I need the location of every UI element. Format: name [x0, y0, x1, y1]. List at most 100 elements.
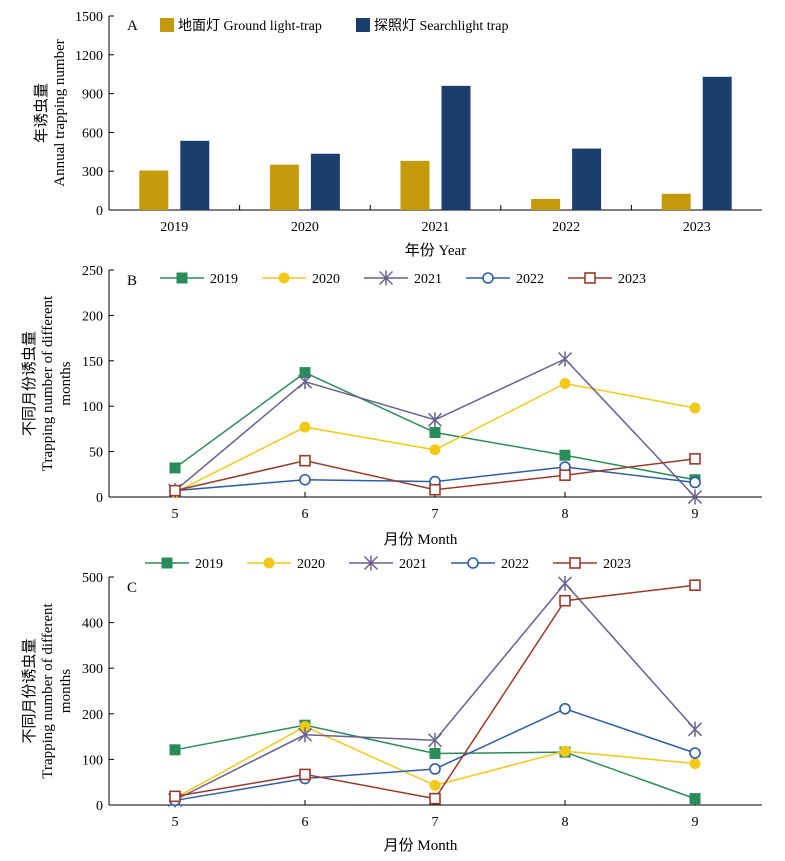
panel-c-ytick-label: 500	[82, 571, 103, 586]
panel-c-point-2020-8-shape	[559, 745, 571, 757]
panel-c-xtick-label: 6	[302, 815, 309, 830]
panel-c-legend-marker-2022	[467, 557, 479, 569]
panel-b-xtick-label: 5	[172, 507, 179, 522]
panel-b-point-2021-8-shape	[557, 351, 573, 367]
panel-c-ytick-label: 200	[82, 708, 103, 723]
panel-b-point-2023-6-shape	[299, 454, 311, 467]
panel-c-point-2020-6	[299, 721, 311, 733]
panel-b-point-2020-7	[429, 444, 441, 456]
panel-b-xtick-label: 8	[562, 507, 569, 522]
panel-c-point-2020-8	[559, 745, 571, 757]
panel-a-xtick-label: 2019	[160, 220, 188, 235]
bar-searchlight-2019	[180, 140, 210, 210]
bar-ground-2019	[139, 170, 169, 210]
panel-b-ytick-label: 100	[82, 400, 103, 415]
panel-c-point-2022-9	[689, 747, 701, 759]
panel-b-legend-marker-2021	[378, 270, 394, 286]
panel-c-legend-marker-2020	[263, 557, 275, 569]
panel-c-legend-marker-2019	[161, 557, 173, 569]
panel-b-legend-label-2019: 2019	[210, 272, 238, 287]
panel-b-point-2023-7	[429, 483, 441, 496]
panel-c-point-2019-9-shape	[689, 793, 701, 805]
panel-b-label: B	[127, 273, 137, 289]
panel-c-legend-marker-2023-shape	[569, 557, 581, 569]
panel-b-legend-marker-2020-shape	[278, 272, 290, 284]
panel-c-point-2023-6	[299, 768, 311, 781]
bar-searchlight-2023	[702, 76, 732, 210]
panel-b-point-2023-8-shape	[559, 469, 571, 482]
panel-a-ytick-label: 900	[82, 88, 103, 103]
panel-b-point-2019-7	[429, 427, 441, 439]
panel-c-legend-label-2020: 2020	[297, 557, 325, 572]
bar-ground-2021	[400, 160, 430, 210]
bar-ground-2020	[269, 164, 299, 210]
panel-c-legend-marker-2021-shape	[363, 555, 379, 571]
panel-b-y-axis-title-zh: 不同月份诱虫量	[21, 331, 38, 436]
panel-b-point-2021-6-shape	[297, 374, 313, 390]
panel-c-y-axis-title-en: Trapping number of different	[40, 602, 56, 778]
panel-b-point-2022-6-shape	[299, 473, 311, 486]
panel-c-point-2022-9-shape	[689, 747, 701, 759]
panel-c-point-2021-8-shape	[557, 575, 573, 591]
panel-b-legend-marker-2019	[176, 272, 188, 284]
panel-c-point-2023-7	[429, 792, 441, 805]
panel-b-point-2019-8	[559, 449, 571, 461]
panel-b-ytick-label: 250	[82, 264, 103, 279]
panel-b-point-2020-6	[299, 421, 311, 433]
panel-b-point-2019-6-shape	[299, 367, 311, 379]
panel-c-point-2019-5-shape	[169, 744, 181, 756]
panel-b-legend-marker-2023	[584, 272, 596, 284]
panel-b-point-2019-7-shape	[429, 427, 441, 439]
bar-searchlight-2022	[572, 148, 602, 210]
panel-c-point-2023-5	[169, 790, 181, 803]
panel-c-y-axis-title-zh: 不同月份诱虫量	[21, 638, 38, 743]
panel-c-point-2023-8-shape	[559, 594, 571, 607]
panel-b-legend-marker-2020	[278, 272, 290, 284]
panel-c-legend-label-2022: 2022	[501, 557, 529, 572]
panel-a-y-axis-title-en: Annual trapping number	[52, 39, 68, 186]
panel-c-point-2023-7-shape	[429, 792, 441, 805]
panel-b-legend-marker-2022-shape	[482, 272, 494, 284]
panel-b-point-2019-6	[299, 367, 311, 379]
panel-c-point-2021-8	[557, 575, 573, 591]
legend-swatch-searchlight	[356, 18, 370, 32]
panel-b-x-axis-title: 月份 Month	[384, 531, 458, 548]
panel-c-ytick-label: 300	[82, 662, 103, 677]
legend-label-ground: 地面灯 Ground light-trap	[178, 18, 322, 34]
panel-c-point-2022-8-shape	[559, 702, 571, 715]
panel-c-xtick-label: 7	[432, 815, 439, 830]
bar-ground-2022	[531, 199, 561, 210]
panel-b-legend-label-2022: 2022	[516, 272, 544, 287]
panel-c-legend-label-2021: 2021	[399, 557, 427, 572]
bar-searchlight-2020	[310, 153, 340, 210]
panel-a-xtick-label: 2022	[552, 220, 580, 235]
panel-b-point-2019-8-shape	[559, 449, 571, 461]
panel-b-point-2023-5-shape	[169, 484, 181, 497]
panel-a-ytick-label: 1200	[75, 49, 103, 64]
panel-c-point-2019-5	[169, 744, 181, 756]
panel-b-legend-marker-2022	[482, 272, 494, 284]
panel-a-xtick-label: 2023	[683, 220, 711, 235]
panel-c-y-axis-title: 不同月份诱虫量 Trapping number of different month…	[21, 602, 74, 778]
panel-b-legend-label-2021: 2021	[414, 272, 442, 287]
panel-b-point-2021-7-shape	[427, 412, 443, 428]
panel-b-point-2021-9	[687, 489, 703, 505]
panel-b-y-axis-title-en: Trapping number of different	[40, 295, 56, 471]
panel-b-xtick-label: 6	[302, 507, 309, 522]
panel-b-point-2022-6	[299, 473, 311, 486]
bar-searchlight-2021	[441, 85, 471, 210]
panel-b-legend-marker-2019-shape	[176, 272, 188, 284]
panel-b-point-2020-6-shape	[299, 421, 311, 433]
bar-ground-2023	[661, 193, 691, 210]
panel-c-legend-marker-2023	[569, 557, 581, 569]
panel-b-point-2023-9	[689, 453, 701, 465]
legend-swatch-ground	[160, 18, 174, 32]
panel-c-point-2023-5-shape	[169, 790, 181, 803]
panel-c-point-2021-7-shape	[427, 732, 443, 748]
panel-b-legend-marker-2023-shape	[584, 272, 596, 284]
panel-c-y-axis-title-en-2: months	[58, 669, 74, 713]
panel-c-point-2020-9	[689, 758, 701, 770]
panel-c-point-2023-8	[559, 594, 571, 607]
panel-c-point-2022-7-shape	[429, 763, 441, 775]
